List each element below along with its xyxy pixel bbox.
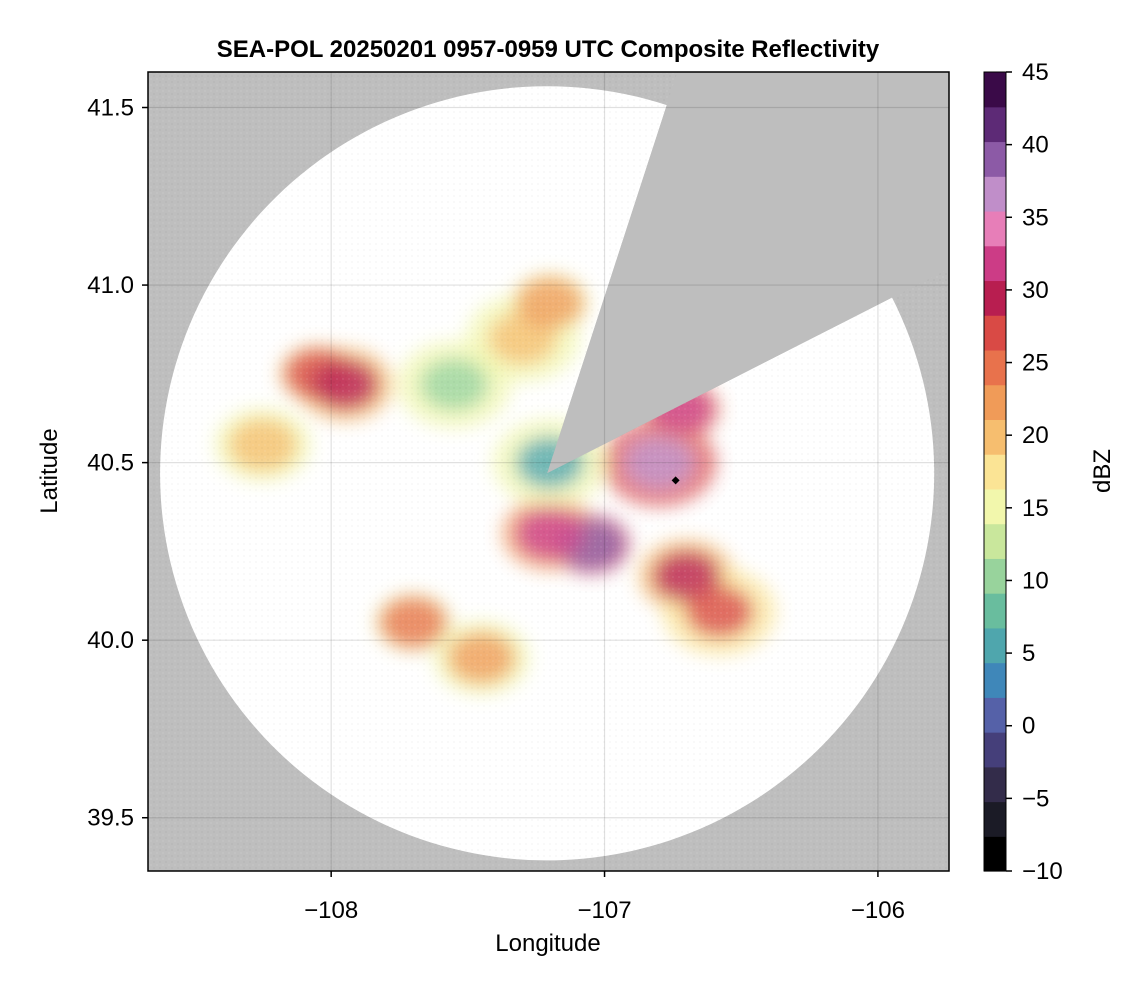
plot-area (148, 72, 949, 871)
x-axis-label: Longitude (495, 930, 600, 957)
colorbar-tick-label: 20 (1022, 422, 1049, 449)
y-tick-label: 39.5 (87, 805, 134, 832)
colorbar-segment (984, 141, 1006, 177)
colorbar-tick-label: 35 (1022, 204, 1049, 231)
colorbar-tick-label: −5 (1022, 785, 1049, 812)
gridlines (148, 72, 949, 871)
colorbar-segment (984, 315, 1006, 351)
colorbar-tick-label: 25 (1022, 350, 1049, 377)
colorbar-segment (984, 697, 1006, 733)
colorbar-tick-label: 45 (1022, 59, 1049, 86)
colorbar-tick-label: −10 (1022, 858, 1063, 885)
chart-title: SEA-POL 20250201 0957-0959 UTC Composite… (217, 36, 880, 63)
colorbar-segment (984, 72, 1006, 108)
colorbar-tick-label: 15 (1022, 495, 1049, 522)
colorbar-segment (984, 801, 1006, 837)
site-marker-layer (671, 476, 680, 485)
x-axis: −108 −107 −106 (304, 871, 905, 924)
colorbar-segment (984, 593, 1006, 629)
colorbar-tick-label: 30 (1022, 277, 1049, 304)
colorbar-segment (984, 176, 1006, 212)
y-tick-label: 41.0 (87, 272, 134, 299)
site-marker (671, 476, 680, 485)
y-tick-label: 40.0 (87, 627, 134, 654)
colorbar-segment (984, 245, 1006, 282)
colorbar-segment (984, 662, 1006, 698)
colorbar-segment (984, 419, 1006, 455)
plot-frame (147, 71, 950, 872)
colorbar-tick-label: 0 (1022, 713, 1035, 740)
colorbar-label: dBZ (1089, 449, 1116, 493)
colorbar-segment (984, 523, 1006, 559)
colorbar-segment (984, 627, 1006, 664)
colorbar-frame (983, 71, 1007, 872)
colorbar-segment (984, 558, 1006, 594)
colorbar-tick-label: 5 (1022, 640, 1035, 667)
colorbar-segment (984, 454, 1006, 490)
colorbar-segment (984, 106, 1006, 143)
x-tick-label: −107 (578, 897, 632, 924)
colorbar-segment (984, 732, 1006, 768)
blocked-sector (547, 72, 949, 474)
y-axis-label: Latitude (36, 428, 63, 513)
colorbar-segment (984, 384, 1006, 420)
y-tick-label: 41.5 (87, 95, 134, 122)
colorbar-segment (984, 836, 1006, 872)
colorbar-segment (984, 766, 1006, 803)
colorbar-segment (984, 488, 1006, 525)
colorbar-tick-label: 40 (1022, 132, 1049, 159)
reflectivity-echoes (148, 72, 949, 871)
colorbar: −10 −5 0 5 10 15 20 25 30 35 40 45 (983, 59, 1063, 885)
colorbar-segment (984, 349, 1006, 386)
colorbar-segment (984, 280, 1006, 316)
colorbar-segment (984, 210, 1006, 247)
y-tick-label: 40.5 (87, 450, 134, 477)
y-axis: 39.5 40.0 40.5 41.0 41.5 (87, 95, 148, 832)
x-tick-label: −108 (304, 897, 358, 924)
colorbar-tick-label: 10 (1022, 567, 1049, 594)
x-tick-label: −106 (851, 897, 905, 924)
